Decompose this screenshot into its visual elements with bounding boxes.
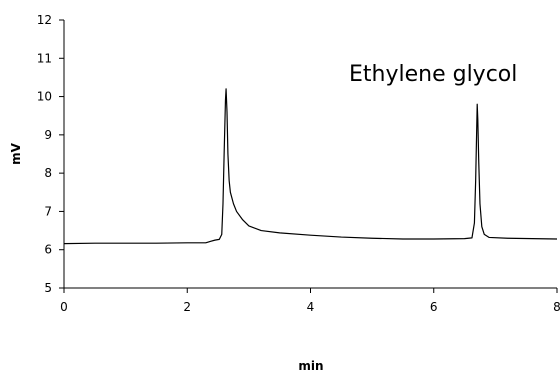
series-line <box>63 88 558 245</box>
y-tick-label: 9 <box>44 128 52 142</box>
y-tick-label: 12 <box>37 13 52 27</box>
y-axis-title: mV <box>9 142 23 165</box>
series-layer <box>63 88 558 245</box>
x-tick-label: 6 <box>430 300 438 314</box>
x-tick-label: 2 <box>183 300 191 314</box>
x-axis-title: min <box>298 359 323 373</box>
y-tick-label: 11 <box>37 51 52 65</box>
x-tick-label: 8 <box>553 300 560 314</box>
y-tick-label: 7 <box>44 204 52 218</box>
y-tick-label: 10 <box>37 90 52 104</box>
y-tick-label: 8 <box>44 166 52 180</box>
x-tick-label: 4 <box>307 300 315 314</box>
y-tick-label: 6 <box>44 243 52 257</box>
ticks-layer: 5 6 7 8 9 10 11 12 0 2 4 6 8 <box>37 13 560 314</box>
annotation-ethylene-glycol: Ethylene glycol <box>349 62 517 87</box>
y-tick-label: 5 <box>44 281 52 295</box>
axes-layer <box>63 20 557 289</box>
x-tick-label: 0 <box>60 300 68 314</box>
